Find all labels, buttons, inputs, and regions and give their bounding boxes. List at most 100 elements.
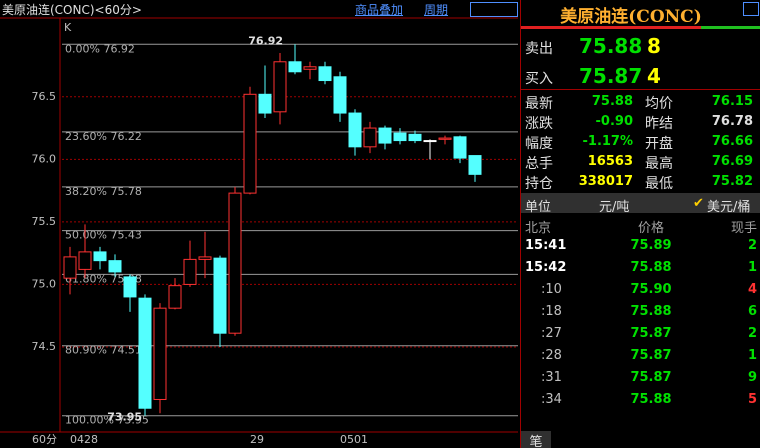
candle-body: [453, 136, 467, 159]
stat-value: 75.88: [591, 94, 633, 109]
fib-label: 50.00% 75.43: [65, 229, 142, 242]
stat-label: 昨结: [645, 116, 673, 132]
x-tick-label: 0501: [340, 433, 368, 446]
candle-body: [303, 66, 317, 70]
candle-body: [318, 66, 332, 82]
color-bar: [521, 26, 701, 29]
candle-body: [348, 112, 362, 148]
stat-value: 75.82: [711, 174, 753, 189]
divider: [521, 89, 760, 90]
trade-price: 75.90: [630, 282, 672, 297]
stat-value: 76.78: [711, 114, 753, 129]
y-tick-label: 75.0: [32, 277, 57, 290]
x-tick-label: 29: [250, 433, 264, 446]
candle-body: [393, 132, 407, 142]
trade-volume: 4: [747, 282, 757, 297]
trade-price: 75.87: [630, 326, 672, 341]
candle-body: [288, 61, 302, 73]
period-label: 60分: [32, 433, 57, 446]
fib-label: 100.00% 73.95: [65, 414, 149, 427]
overlay-button[interactable]: 商品叠加: [355, 3, 404, 17]
column-header: 现手: [730, 221, 757, 236]
tab[interactable]: 笔: [521, 431, 551, 448]
stat-value: -1.17%: [582, 134, 634, 149]
book-price: 75.88: [579, 34, 643, 58]
unit-option[interactable]: 美元/桶: [707, 200, 751, 215]
book-label: 卖出: [525, 41, 553, 57]
trade-price: 75.88: [630, 304, 672, 319]
fib-label: 38.20% 75.78: [65, 185, 142, 198]
y-tick-label: 76.0: [32, 152, 57, 165]
candle-body: [273, 61, 287, 113]
trade-volume: 5: [747, 392, 757, 407]
quote-title: 美原油连(CONC): [560, 7, 702, 27]
trade-time: :10: [541, 282, 562, 297]
candle-body: [378, 127, 392, 144]
book-label: 买入: [525, 71, 553, 87]
book-volume: 4: [647, 64, 661, 88]
candle-body: [243, 93, 257, 194]
period-button[interactable]: 周期: [424, 3, 449, 17]
color-bar: [701, 26, 760, 29]
stat-value: 76.69: [711, 154, 753, 169]
candle-body: [78, 251, 92, 270]
stat-label: 持仓: [525, 176, 553, 192]
trade-volume: 6: [747, 304, 757, 319]
x-tick-label: 0428: [70, 433, 98, 446]
candle-body: [213, 257, 227, 334]
unit-label: 单位: [525, 200, 552, 215]
chart: K 60分 74.5 75.0 75.5 76.0 76.5 0.00% 76.92 23.…: [0, 17, 518, 446]
unit-bar: [521, 193, 760, 213]
trade-price: 75.87: [630, 348, 672, 363]
candle-body: [123, 276, 137, 298]
chart-title: 美原油连(CONC)<60分>: [2, 3, 142, 17]
column-header: 北京: [525, 221, 552, 236]
candle-body: [423, 140, 437, 143]
stat-value: 76.15: [711, 94, 753, 109]
axis-marker: K: [64, 21, 72, 34]
candle-body: [438, 137, 452, 140]
unit-option[interactable]: 元/吨: [599, 200, 630, 215]
trade-time: :18: [541, 304, 562, 319]
book-price: 75.87: [579, 64, 643, 88]
candle-body: [258, 93, 272, 114]
y-tick-label: 74.5: [32, 340, 57, 353]
trade-price: 75.88: [630, 260, 672, 275]
stat-label: 最新: [525, 96, 553, 112]
stat-value: 76.66: [711, 134, 753, 149]
unit-check: ✔: [693, 196, 704, 211]
panel-icon[interactable]: [743, 2, 759, 16]
stat-label: 均价: [645, 96, 673, 112]
stat-label: 最高: [645, 156, 673, 172]
trade-price: 75.89: [630, 238, 672, 253]
trade-volume: 1: [747, 348, 757, 363]
trade-volume: 1: [747, 260, 757, 275]
candle-body: [153, 307, 167, 400]
candle-body: [138, 297, 152, 409]
trade-time: :34: [541, 392, 562, 407]
quote-panel: 美原油连(CONC) 卖出 75.88 8 买入 75.87 4 最新 75.88 均价 76.…: [520, 0, 760, 448]
stat-value: 338017: [578, 174, 633, 189]
trade-volume: 2: [747, 238, 757, 253]
trade-price: 75.88: [630, 392, 672, 407]
trade-time: 15:42: [525, 260, 567, 275]
trade-volume: 9: [747, 370, 757, 385]
fib-label: 61.80% 75.08: [65, 272, 142, 285]
candle-body: [408, 133, 422, 142]
trade-price: 75.87: [630, 370, 672, 385]
fib-label: 80.90% 74.51: [65, 344, 142, 357]
trade-time: :27: [541, 326, 562, 341]
candle-body: [108, 260, 122, 273]
candle-body: [363, 127, 377, 148]
candle-body: [228, 192, 242, 334]
trade-time: 15:41: [525, 238, 567, 253]
y-tick-label: 75.5: [32, 215, 57, 228]
trade-volume: 2: [747, 326, 757, 341]
stat-label: 幅度: [525, 136, 553, 152]
stat-label: 涨跌: [525, 116, 553, 132]
nav-icons[interactable]: [470, 2, 518, 17]
book-volume: 8: [647, 34, 661, 58]
trade-time: :28: [541, 348, 562, 363]
extreme-label: 76.92: [248, 34, 283, 47]
